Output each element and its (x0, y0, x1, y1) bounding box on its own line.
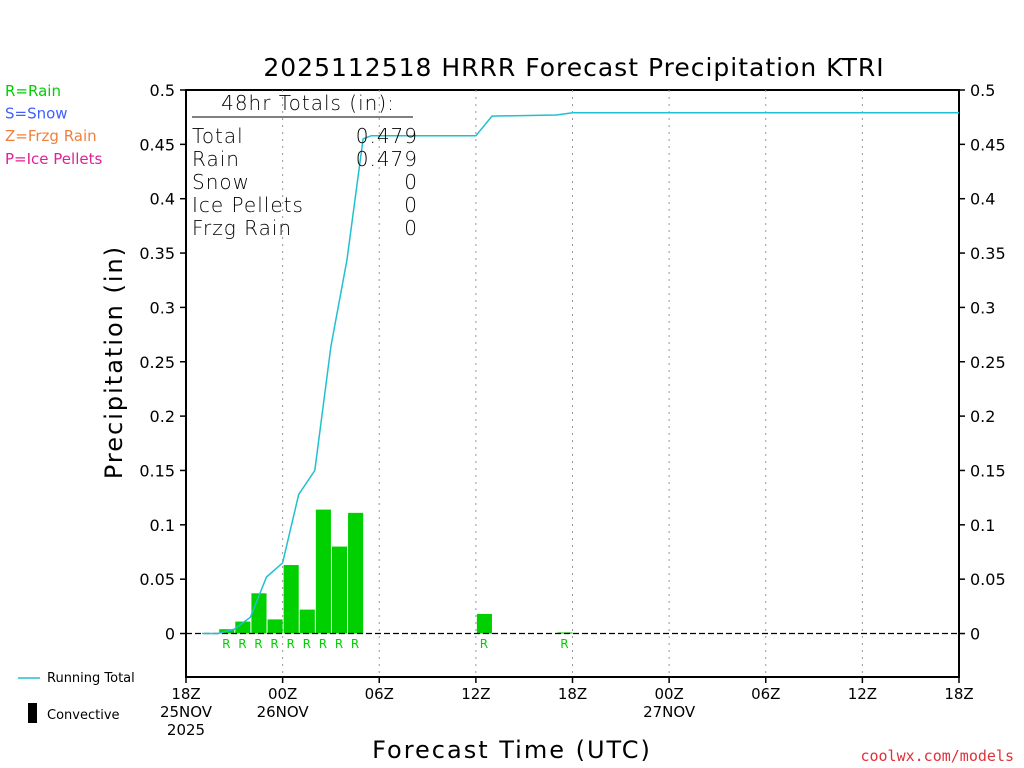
y-tick-label-right: 0.35 (970, 244, 1006, 263)
y-tick-label-right: 0.1 (970, 516, 995, 535)
x-tick-label: 26NOV (257, 703, 310, 721)
totals-row-value: 0 (404, 216, 418, 240)
y-tick-label-right: 0.5 (970, 81, 995, 100)
precip-bar (235, 621, 251, 634)
precip-type-key: R=Rain S=Snow Z=Frzg Rain P=Ice Pellets (5, 82, 102, 168)
totals-row-label: Frzg Rain (192, 216, 292, 240)
y-tick-label-right: 0.05 (970, 570, 1006, 589)
y-tick-label-right: 0.2 (970, 407, 995, 426)
totals-row-value: 0 (404, 170, 418, 194)
precip-type-label: R (238, 637, 246, 651)
y-tick-label-right: 0.3 (970, 298, 995, 317)
x-tick-label: 00Z (268, 685, 297, 703)
x-tick-label: 00Z (654, 685, 683, 703)
x-tick-label: 18Z (558, 685, 587, 703)
convective-legend-swatch (28, 703, 37, 723)
y-tick-label-right: 0.45 (970, 135, 1006, 154)
precip-key-item: P=Ice Pellets (5, 150, 102, 168)
running-total-series-line (202, 112, 959, 635)
totals-row-value: 0.479 (356, 147, 418, 171)
bottom-legend: Running Total Convective (18, 671, 135, 723)
y-tick-label-left: 0.2 (150, 407, 175, 426)
precip-key-item: S=Snow (5, 105, 68, 123)
precip-type-label: R (270, 637, 278, 651)
y-tick-label-right: 0.25 (970, 353, 1006, 372)
y-axis-label: Precipitation (in) (100, 245, 128, 479)
totals-box: 48hr Totals (in): Total 0.479 Rain 0.479 Snow… (192, 91, 418, 240)
precip-bar (283, 565, 299, 634)
grid-lines (282, 90, 863, 677)
x-tick-label: 12Z (461, 685, 490, 703)
precip-type-label: R (319, 637, 327, 651)
x-tick-label: 18Z (171, 685, 200, 703)
x-tick-label: 25NOV (160, 703, 213, 721)
totals-row-label: Total (192, 124, 244, 148)
precip-bar (251, 593, 267, 634)
convective-legend-label: Convective (47, 708, 120, 723)
precip-key-item: Z=Frzg Rain (5, 127, 97, 145)
y-tick-label-left: 0.1 (150, 516, 175, 535)
running-total-legend-label: Running Total (47, 671, 135, 686)
y-tick-label-left: 0.25 (139, 353, 175, 372)
totals-header: 48hr Totals (in): (221, 91, 395, 115)
y-tick-label-left: 0.3 (150, 298, 175, 317)
x-axis-label: Forecast Time (UTC) (372, 736, 652, 764)
y-tick-label-left: 0.15 (139, 461, 175, 480)
y-tick-label-left: 0 (165, 625, 175, 644)
precip-bar (331, 546, 348, 634)
totals-row-label: Rain (192, 147, 240, 171)
totals-row-label: Snow (192, 170, 250, 194)
y-tick-label-left: 0.35 (139, 244, 175, 263)
y-tick-label-right: 0.4 (970, 190, 995, 209)
y-tick-label-left: 0.05 (139, 570, 175, 589)
totals-row-label: Ice Pellets (192, 193, 304, 217)
precip-bar (299, 609, 315, 634)
precip-type-label: R (335, 637, 343, 651)
credit-text: coolwx.com/models (860, 747, 1014, 765)
x-tick-label: 12Z (848, 685, 877, 703)
precip-type-label: R (287, 637, 295, 651)
precip-bar (315, 509, 331, 634)
y-tick-label-left: 0.5 (150, 81, 175, 100)
precip-type-label: R (303, 637, 311, 651)
chart-title: 2025112518 HRRR Forecast Precipitation K… (263, 53, 884, 82)
precip-type-label: R (351, 637, 359, 651)
precip-bar (348, 512, 364, 634)
x-tick-label: 06Z (365, 685, 394, 703)
y-tick-label-left: 0.45 (139, 135, 175, 154)
x-tick-label: 2025 (167, 721, 205, 739)
precip-type-label: R (222, 637, 230, 651)
y-axis-ticks: 0 00.05 0.050.1 0.10.15 0.150.2 0.20.25 0.250.… (139, 81, 1005, 644)
precip-type-label: R (254, 637, 262, 651)
totals-row-value: 0 (404, 193, 418, 217)
precip-type-label: R (560, 637, 568, 651)
running-total-line (202, 112, 959, 635)
x-tick-label: 18Z (944, 685, 973, 703)
y-tick-label-right: 0.15 (970, 461, 1006, 480)
y-tick-label-left: 0.4 (150, 190, 175, 209)
precip-type-label: R (480, 637, 488, 651)
precip-key-item: R=Rain (5, 82, 61, 100)
precip-bar (267, 619, 283, 634)
totals-row-value: 0.479 (356, 124, 418, 148)
x-tick-label: 27NOV (643, 703, 696, 721)
precip-bar (476, 613, 492, 634)
x-tick-label: 06Z (751, 685, 780, 703)
y-tick-label-right: 0 (970, 625, 980, 644)
